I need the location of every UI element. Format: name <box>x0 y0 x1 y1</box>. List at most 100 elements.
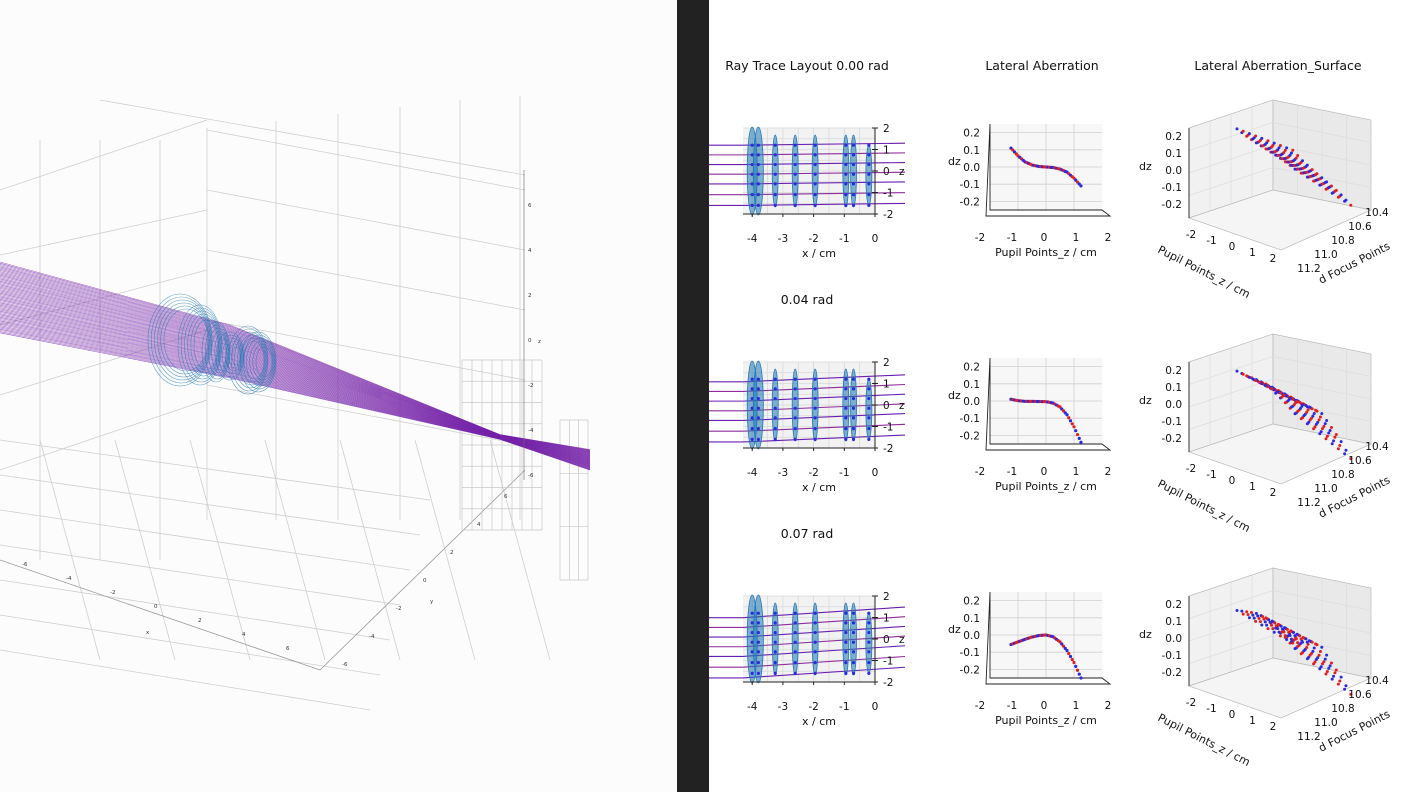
ray-intercept-point <box>867 427 871 431</box>
ray-intercept-point <box>793 640 797 644</box>
surface-point <box>1300 403 1304 407</box>
focus-tick-label: 10.6 <box>1348 689 1372 701</box>
lens-element <box>791 602 799 676</box>
surface-point <box>1332 674 1336 678</box>
x-tick-label: -6 <box>22 562 28 568</box>
lens-element <box>239 331 277 393</box>
ray-intercept-point <box>813 640 817 644</box>
x-tick-label: -2 <box>1186 229 1196 241</box>
surface-point <box>1324 437 1328 441</box>
surface-point <box>1279 624 1283 628</box>
ray-intercept-point <box>773 396 777 401</box>
ray-intercept-point <box>851 640 856 644</box>
surface-point <box>1241 129 1245 133</box>
ray-layout-panel: 2 1 0 -1 -2 z -4 -3 -2 -1 0 x / cm <box>709 591 906 728</box>
surface-point <box>1274 624 1278 628</box>
y-tick-label: 0.2 <box>1165 599 1182 611</box>
ray-intercept-point <box>793 621 797 625</box>
ray-intercept-point <box>844 182 848 186</box>
ray-intercept-point <box>813 193 817 197</box>
surface-point <box>1344 684 1348 688</box>
ray-intercept-point <box>773 630 777 635</box>
ray-intercept-point <box>844 162 848 167</box>
ray-trace-3d-view[interactable]: -6 -4 -2 0 2 4 6 x -6 -4 -2 0 2 4 6 y 6 4 2 0 -2 -4 -6 z <box>0 0 677 792</box>
surface-point <box>1324 672 1328 676</box>
surface-point <box>1277 146 1281 150</box>
aberration-point <box>1067 416 1071 420</box>
ray-intercept-point <box>750 621 754 625</box>
y-tick-label: 0.2 <box>963 362 980 374</box>
grid-line <box>0 399 208 471</box>
ray-line <box>709 606 906 619</box>
lens-stack <box>147 293 277 395</box>
panel-divider[interactable] <box>677 0 709 792</box>
surface-point <box>1278 634 1282 638</box>
surface-point <box>1278 391 1282 395</box>
surface-point <box>1325 434 1329 438</box>
grid-line <box>0 209 208 256</box>
surface-point <box>1310 168 1314 172</box>
surface-point <box>1322 660 1326 664</box>
lens-element <box>243 340 265 380</box>
analysis-figure: Ray Trace Layout 0.00 rad 0.04 rad 0.07 ra… <box>709 0 1407 792</box>
surface-point <box>1294 637 1298 641</box>
ray-line <box>0 332 591 471</box>
surface-point <box>1343 452 1347 456</box>
ray-intercept-point <box>844 630 848 635</box>
y-tick-label: -4 <box>369 634 375 640</box>
surface-point <box>1313 660 1317 664</box>
surface-point <box>1288 153 1292 157</box>
ray-trace-3d-canvas[interactable]: -6 -4 -2 0 2 4 6 x -6 -4 -2 0 2 4 6 y 6 4 2 0 -2 -4 -6 z <box>0 0 677 792</box>
ray-intercept-point <box>773 640 777 644</box>
surface-point <box>1336 682 1340 686</box>
x-tick-label: -3 <box>778 701 788 713</box>
surface-point <box>1311 649 1315 653</box>
x-tick-label: -1 <box>839 701 849 713</box>
ray-intercept-point <box>793 416 797 420</box>
ray-intercept-point <box>793 427 797 431</box>
surface-point <box>1310 652 1313 655</box>
lens-element <box>850 602 857 676</box>
surface-point <box>1235 609 1239 613</box>
ray-intercept-point <box>813 611 817 615</box>
x-tick-label: -4 <box>747 467 758 479</box>
ray-intercept-point <box>793 437 797 441</box>
ray-intercept-point <box>793 650 797 654</box>
floor-pane <box>1187 189 1373 251</box>
surface-point <box>1273 621 1277 625</box>
ray-intercept-point <box>867 406 871 410</box>
ray-intercept-point <box>844 193 848 197</box>
grid-line <box>0 579 391 641</box>
z-axis-label: z <box>899 166 905 178</box>
z-tick-label: -6 <box>528 473 534 479</box>
surface-point <box>1261 615 1265 619</box>
focus-tick-label: 10.8 <box>1331 469 1354 481</box>
lens-element <box>752 360 764 450</box>
surface-point <box>1283 634 1287 638</box>
ray-intercept-point <box>750 182 754 186</box>
ray-intercept-point <box>756 406 760 410</box>
x-axis-label: Pupil Points_z / cm <box>995 246 1097 259</box>
surface-point <box>1293 634 1297 638</box>
surface-point <box>1338 679 1342 683</box>
ray-intercept-point <box>756 143 760 147</box>
ray-intercept-point <box>867 182 871 186</box>
surface-point <box>1310 640 1314 644</box>
ray-intercept-point <box>867 661 871 665</box>
aberration-point <box>1075 432 1080 437</box>
aberration-point <box>1077 436 1081 441</box>
ray-intercept-point <box>851 162 856 167</box>
surface-point <box>1283 148 1287 152</box>
surface-point <box>1329 661 1333 665</box>
surface-point <box>1247 616 1251 620</box>
ray-intercept-point <box>867 377 871 381</box>
row-title: 0.04 rad <box>781 292 834 307</box>
aberration-point <box>1077 672 1081 676</box>
x-axis-label: x / cm <box>802 481 836 494</box>
surface-point <box>1325 180 1329 184</box>
x-tick-label: -2 <box>1186 463 1196 475</box>
grid-line <box>0 509 411 571</box>
x-axis-label: x <box>146 630 150 636</box>
y-axis-label: dz <box>1139 160 1152 173</box>
ray-intercept-point <box>750 661 754 665</box>
